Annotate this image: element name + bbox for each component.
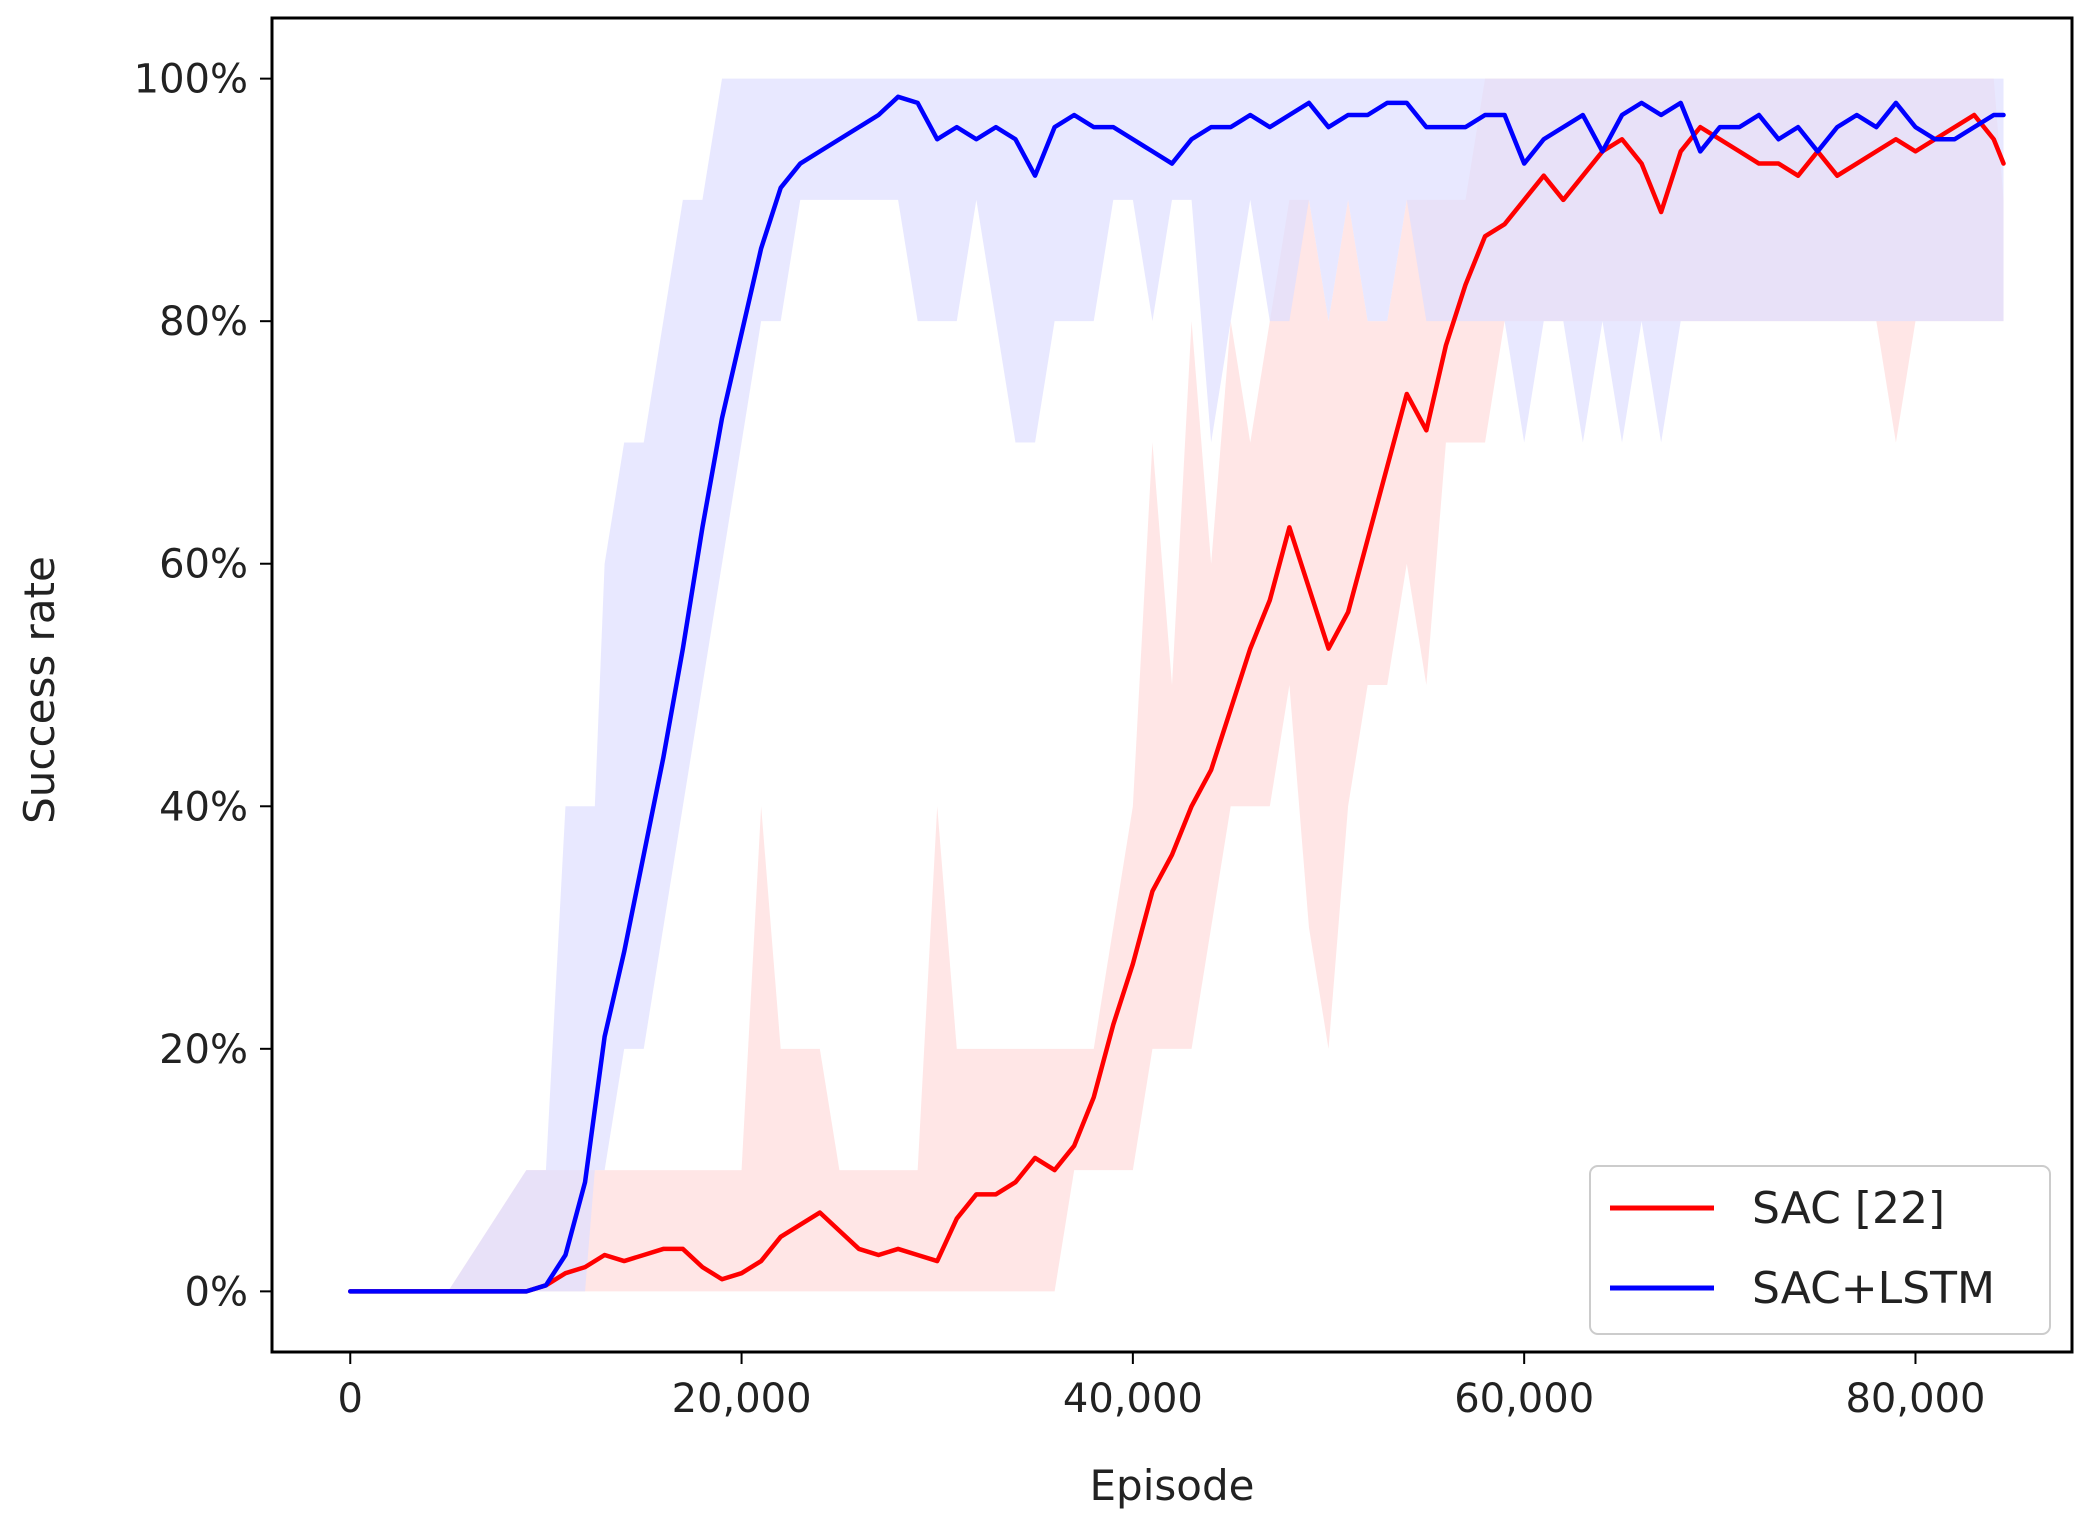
legend-label-sac-lstm: SAC+LSTM (1752, 1263, 1995, 1314)
x-tick-label: 0 (338, 1376, 363, 1422)
legend-label-sac: SAC [22] (1752, 1183, 1945, 1234)
y-tick-label: 100% (134, 57, 248, 103)
x-tick-label: 40,000 (1063, 1376, 1203, 1422)
y-axis-label: Success rate (15, 556, 64, 824)
y-tick-label: 20% (159, 1027, 248, 1073)
x-tick-label: 80,000 (1845, 1376, 1985, 1422)
series-line-1 (348, 94, 2006, 1294)
raw-series-bands (350, 78, 2004, 1292)
x-axis-ticks: 0 20,000 40,000 60,000 80,000 (338, 1352, 1985, 1422)
y-tick-label: 0% (185, 1269, 248, 1315)
raw-band-0 (350, 78, 2004, 1292)
raw-band-1 (350, 78, 2004, 1292)
y-axis-ticks: 0% 20% 40% 60% 80% 100% (134, 57, 272, 1315)
y-tick-label: 80% (159, 299, 248, 345)
legend: SAC [22] SAC+LSTM (1589, 1165, 2051, 1335)
y-tick-label: 40% (159, 784, 248, 830)
plot-frame (270, 16, 2074, 1354)
smoothed-series-lines (348, 94, 2006, 1294)
series-line-0 (348, 112, 2006, 1294)
y-tick-label: 60% (159, 542, 248, 588)
x-axis-label: Episode (1090, 1461, 1255, 1510)
x-tick-label: 20,000 (672, 1376, 812, 1422)
x-tick-label: 60,000 (1454, 1376, 1594, 1422)
